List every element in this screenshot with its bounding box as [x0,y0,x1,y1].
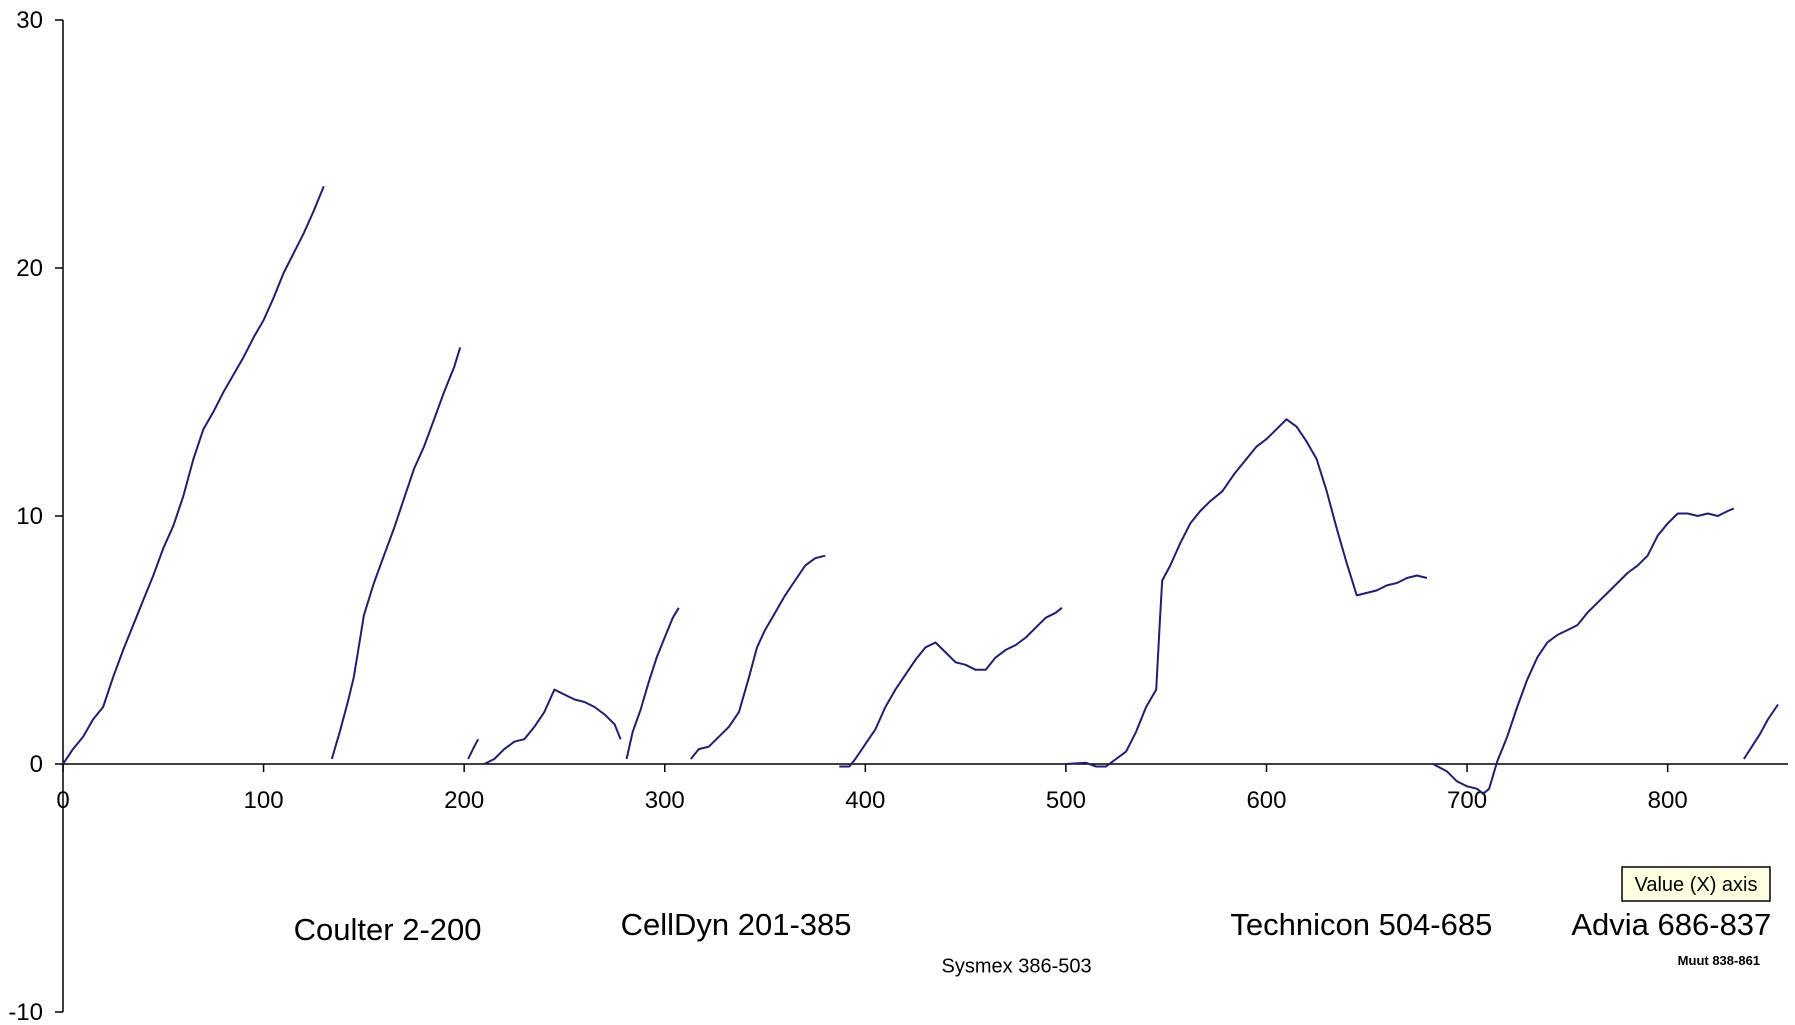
x-tick-label: 600 [1246,787,1286,814]
series-line-segment [1743,703,1779,760]
series-line-segment [1065,418,1428,768]
series-line-segment [467,738,480,760]
series-line-segment [330,347,462,760]
y-tick-label: 20 [16,255,43,282]
region-label: Coulter 2-200 [294,912,482,947]
annotation-layer: Coulter 2-200 CellDyn 201-385 Technicon 50… [294,907,1772,977]
y-tick-label: 30 [16,7,43,34]
axis-tooltip-box [1621,866,1771,902]
region-label: Advia 686-837 [1571,907,1771,942]
series-line-segment [483,688,622,765]
region-label: Sysmex 386-503 [942,955,1092,977]
series-line-segment [625,607,680,760]
series-line-segment [1432,507,1735,795]
region-label: CellDyn 201-385 [621,907,852,942]
x-tick-label: 400 [845,787,885,814]
x-tick-label: 100 [244,787,284,814]
axis-tooltip: Value (X) axis [1621,866,1771,902]
series-line-segment [839,607,1063,768]
y-tick-label: 0 [30,751,43,778]
series-line-segment [690,554,826,760]
series-layer [62,185,1779,795]
x-tick-label: 800 [1648,787,1688,814]
y-tick-label: -10 [8,999,43,1025]
x-tick-label: 0 [56,787,69,814]
region-label: Technicon 504-685 [1230,907,1492,942]
x-tick-label: 300 [645,787,685,814]
series-line-segment [62,185,325,765]
x-tick-label: 500 [1046,787,1086,814]
y-tick-label: 10 [16,503,43,530]
x-tick-label: 200 [444,787,484,814]
region-label: Muut 838-861 [1678,953,1760,968]
axis-tooltip-text: Value (X) axis [1634,874,1757,896]
